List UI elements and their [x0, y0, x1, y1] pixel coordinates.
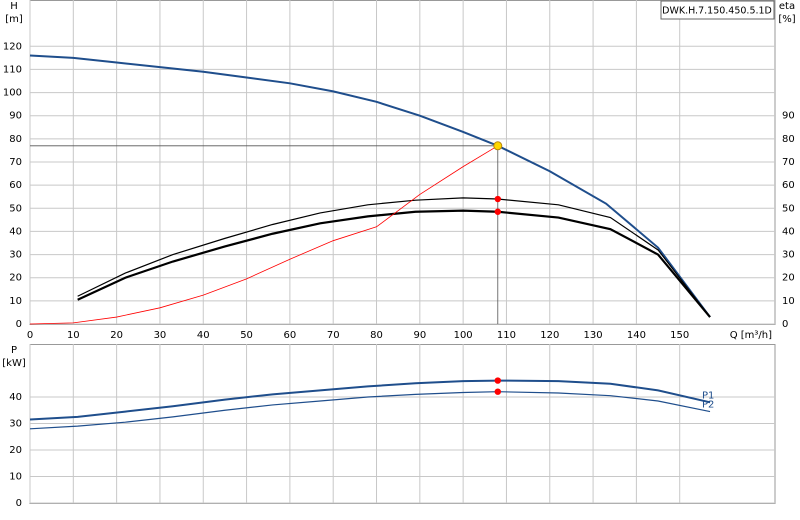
y2-tick-label: 50 [782, 203, 795, 214]
y-tick-label: 90 [9, 111, 22, 122]
y2-tick-label: 90 [782, 111, 795, 122]
x-tick-label: 110 [497, 330, 516, 341]
x-tick-label: 90 [413, 330, 426, 341]
curve [29, 379, 711, 421]
chart-title: DWK.H.7.150.450.5.1D [662, 6, 772, 17]
curve [29, 145, 498, 325]
y2-tick-label: 0 [782, 319, 788, 330]
y2-tick-label: 40 [782, 226, 795, 237]
legend-label: P1 [702, 390, 714, 401]
x-axis-label: Q [m³/h] [730, 330, 772, 341]
point-marker [494, 195, 501, 203]
x-tick-label: 120 [540, 330, 559, 341]
curve [77, 197, 711, 318]
y-tick-label: 0 [16, 498, 22, 509]
legend-label: P2 [702, 400, 714, 411]
y2-tick-label: 80 [782, 134, 795, 145]
y-tick-label: 100 [3, 88, 22, 99]
y-axis-label: H [10, 1, 18, 12]
x-tick-label: 20 [110, 330, 123, 341]
y2-axis-unit: [%] [778, 14, 795, 25]
y-tick-label: 40 [9, 226, 22, 237]
y-tick-label: 60 [9, 180, 22, 191]
curve [29, 54, 711, 318]
y2-tick-label: 30 [782, 250, 795, 261]
y-tick-label: 110 [3, 64, 22, 75]
y-tick-label: 30 [9, 250, 22, 261]
x-tick-label: 60 [284, 330, 297, 341]
y-tick-label: 70 [9, 157, 22, 168]
y-axis-label: P [11, 345, 17, 356]
x-tick-label: 100 [454, 330, 473, 341]
point-marker [493, 141, 503, 151]
x-tick-label: 10 [67, 330, 80, 341]
y-axis-unit: [m] [5, 14, 23, 25]
y-tick-label: 40 [9, 392, 22, 403]
x-tick-label: 30 [154, 330, 167, 341]
x-tick-label: 70 [327, 330, 340, 341]
x-tick-label: 0 [27, 330, 33, 341]
curve [77, 209, 711, 318]
y2-tick-label: 20 [782, 273, 795, 284]
y2-tick-label: 10 [782, 296, 795, 307]
x-tick-label: 40 [197, 330, 210, 341]
point-marker [494, 208, 501, 215]
title-box [660, 0, 775, 20]
y2-tick-label: 70 [782, 157, 795, 168]
y-tick-label: 20 [9, 273, 22, 284]
y-tick-label: 10 [9, 472, 22, 483]
y-tick-label: 120 [3, 41, 22, 52]
y2-axis-label: eta [779, 1, 795, 12]
y-tick-label: 0 [16, 319, 22, 330]
y2-tick-label: 60 [782, 180, 795, 191]
x-tick-label: 50 [240, 330, 253, 341]
x-tick-label: 140 [627, 330, 646, 341]
curve [29, 391, 711, 430]
x-tick-label: 130 [584, 330, 603, 341]
y-tick-label: 80 [9, 134, 22, 145]
y-tick-label: 10 [9, 296, 22, 307]
y-axis-unit: [kW] [2, 358, 26, 369]
y-tick-label: 50 [9, 203, 22, 214]
y-tick-label: 20 [9, 445, 22, 456]
x-tick-label: 150 [670, 330, 689, 341]
point-marker [494, 377, 501, 384]
point-marker [494, 388, 501, 395]
x-tick-label: 80 [370, 330, 383, 341]
y-tick-label: 30 [9, 419, 22, 430]
